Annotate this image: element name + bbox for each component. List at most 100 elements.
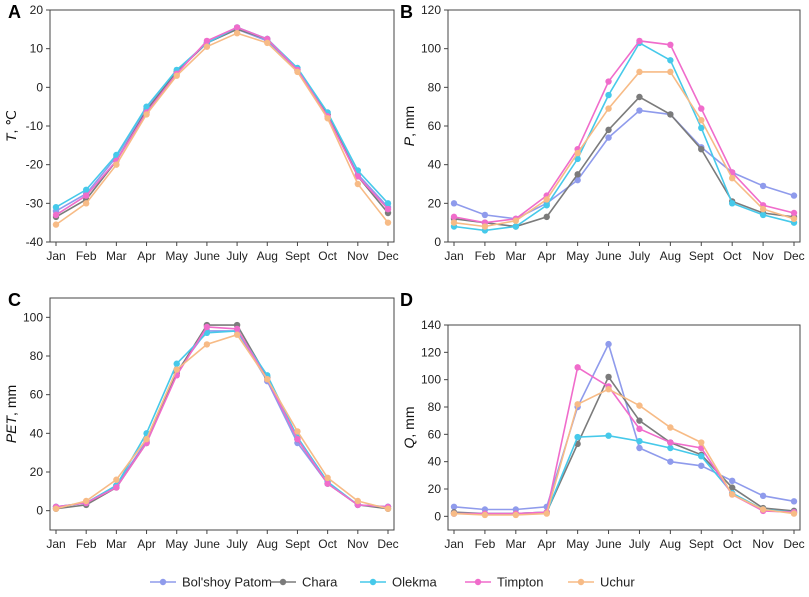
data-point-timpton xyxy=(667,41,674,48)
data-point-olekma xyxy=(574,155,581,163)
legend-label: Timpton xyxy=(497,575,543,590)
data-point-timpton xyxy=(233,325,241,333)
series-line-olekma xyxy=(55,330,389,508)
y-axis-label: T, ℃ xyxy=(3,110,19,142)
x-tick-label: Oct xyxy=(318,537,337,551)
data-point-uchur xyxy=(82,497,90,505)
data-point-uchur xyxy=(574,149,581,157)
data-point-chara xyxy=(605,373,612,381)
data-point-bol-shoy-patom xyxy=(605,340,612,348)
y-tick-label: 0 xyxy=(434,509,441,523)
panel-label: B xyxy=(400,2,413,22)
y-tick-label: 80 xyxy=(428,80,442,94)
data-point-uchur xyxy=(512,217,520,224)
y-tick-label: 40 xyxy=(30,426,44,440)
panel-label: D xyxy=(400,290,413,310)
series-line-uchur xyxy=(55,333,389,510)
y-tick-label: 60 xyxy=(428,119,442,133)
legend-item-uchur: Uchur xyxy=(568,575,635,590)
data-point-uchur xyxy=(790,510,798,517)
data-point-timpton xyxy=(636,425,643,433)
y-axis-label: PET, mm xyxy=(3,385,19,443)
data-point-olekma xyxy=(173,360,180,367)
y-tick-label: 80 xyxy=(428,400,442,414)
data-point-uchur xyxy=(384,219,392,226)
data-point-uchur xyxy=(698,439,705,446)
data-point-timpton xyxy=(113,484,120,491)
y-tick-label: 120 xyxy=(421,3,441,17)
y-tick-label: -30 xyxy=(26,196,44,210)
y-tick-label: 0 xyxy=(36,504,43,518)
data-point-olekma xyxy=(667,444,674,452)
data-point-bol-shoy-patom xyxy=(759,492,767,500)
data-point-olekma xyxy=(698,124,705,132)
data-point-bol-shoy-patom xyxy=(698,462,705,469)
panel-b: B 0 20 40 60 80 100 120 Jan Feb Mar Apr May June July A… xyxy=(400,2,805,263)
data-point-timpton xyxy=(354,173,362,180)
data-point-uchur xyxy=(294,68,301,76)
x-tick-label: Dec xyxy=(377,537,398,551)
legend-label: Chara xyxy=(302,575,338,590)
x-tick-label: Apr xyxy=(137,537,156,551)
series-line-olekma xyxy=(453,41,795,232)
x-tick-label: Aug xyxy=(660,537,681,551)
data-point-bol-shoy-patom xyxy=(481,211,489,219)
data-point-timpton xyxy=(605,78,612,85)
data-point-chara xyxy=(574,171,581,178)
data-point-uchur xyxy=(113,161,120,168)
x-tick-label: Jan xyxy=(444,537,463,551)
legend-marker xyxy=(279,578,287,586)
data-point-uchur xyxy=(512,511,520,519)
data-point-uchur xyxy=(667,424,674,431)
x-tick-label: Mar xyxy=(505,249,526,263)
data-point-bol-shoy-patom xyxy=(790,498,798,505)
legend: Bol'shoy Patom Chara Olekma Timpton Uchur xyxy=(150,575,635,590)
y-tick-label: -20 xyxy=(26,158,44,172)
y-axis-unit: , mm xyxy=(401,106,417,137)
panel-label: A xyxy=(8,2,21,22)
data-point-uchur xyxy=(324,474,331,481)
data-point-bol-shoy-patom xyxy=(759,182,767,190)
y-axis-unit: , ℃ xyxy=(3,110,19,134)
legend-marker xyxy=(474,578,482,586)
data-point-timpton xyxy=(203,37,211,45)
data-point-olekma xyxy=(759,211,767,219)
legend-item-timpton: Timpton xyxy=(465,575,543,590)
y-axis-variable: P xyxy=(401,136,417,146)
data-point-bol-shoy-patom xyxy=(790,192,798,199)
y-axis-label: P, mm xyxy=(401,106,417,146)
series-line-bol-shoy-patom xyxy=(55,28,389,212)
data-point-chara xyxy=(698,146,705,153)
series-line-olekma xyxy=(55,26,389,208)
x-tick-label: Apr xyxy=(137,249,156,263)
y-tick-label: 20 xyxy=(428,196,442,210)
y-axis-variable: PET xyxy=(3,414,19,443)
data-point-timpton xyxy=(294,435,301,443)
data-point-uchur xyxy=(790,215,798,222)
legend-item-chara: Chara xyxy=(270,575,338,590)
y-tick-label: 20 xyxy=(30,465,44,479)
y-tick-label: 20 xyxy=(30,3,44,17)
data-point-bol-shoy-patom xyxy=(728,477,736,484)
y-axis-label: Q, mm xyxy=(401,407,417,449)
data-point-bol-shoy-patom xyxy=(574,176,581,184)
data-point-timpton xyxy=(450,213,458,221)
y-tick-label: 100 xyxy=(421,42,441,56)
data-point-timpton xyxy=(324,480,331,487)
x-tick-label: Oct xyxy=(723,537,742,551)
series-line-uchur xyxy=(453,71,795,228)
data-point-olekma xyxy=(698,453,705,460)
y-axis-unit: , mm xyxy=(401,407,417,438)
data-point-olekma xyxy=(728,200,736,207)
legend-item-bol-shoy-patom: Bol'shoy Patom xyxy=(150,575,272,590)
x-tick-label: Apr xyxy=(537,249,556,263)
x-tick-label: Oct xyxy=(318,249,337,263)
series-line-bol-shoy-patom xyxy=(55,330,389,508)
plot-frame xyxy=(49,297,395,531)
series-line-timpton xyxy=(55,26,389,216)
legend-label: Bol'shoy Patom xyxy=(182,575,272,590)
x-tick-label: June xyxy=(194,537,220,551)
data-point-uchur xyxy=(636,402,643,409)
data-point-olekma xyxy=(636,437,643,445)
panel-label: C xyxy=(8,290,21,310)
